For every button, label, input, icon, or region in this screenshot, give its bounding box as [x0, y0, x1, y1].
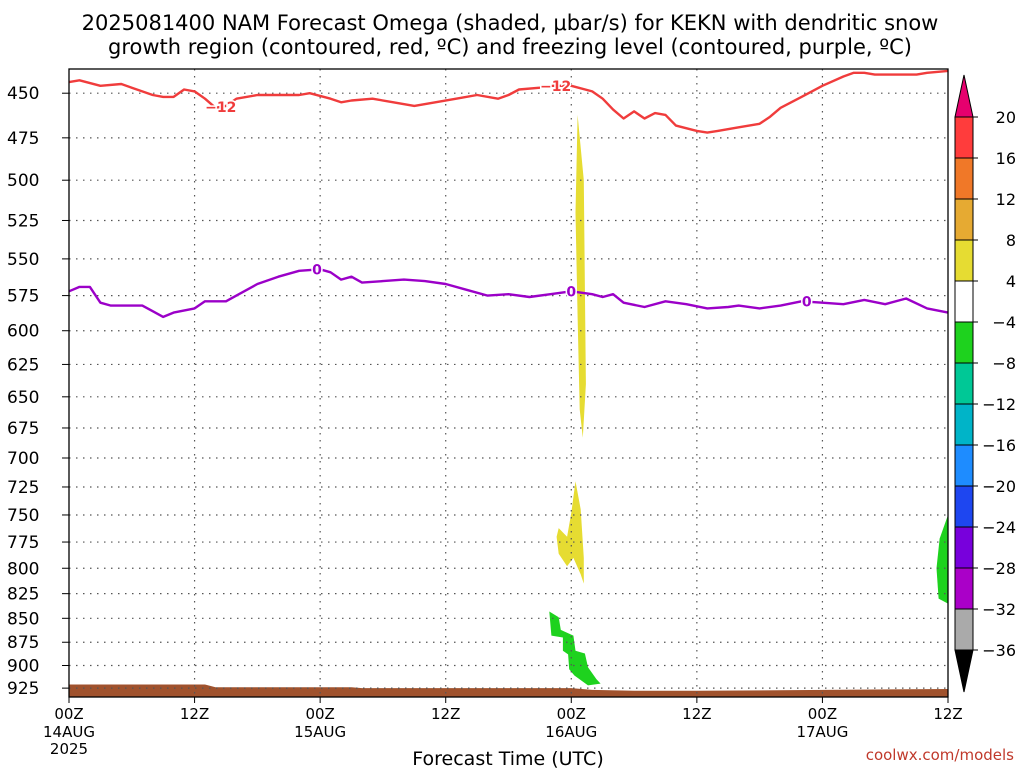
- contour-labels: −12 −12 0 0 0: [204, 77, 814, 312]
- y-tick-label: 925: [7, 679, 39, 699]
- x-tick-date: 16AUG: [545, 723, 597, 741]
- colorbar-swatch: [954, 444, 974, 487]
- ground-fill: [69, 684, 948, 697]
- y-axis-ticks: 450 475 500 525 550 575 600 625 650 675 700 725 750 7…: [7, 84, 69, 699]
- x-tick-label: 00Z: [557, 705, 586, 723]
- contour-lines: [68, 69, 949, 319]
- ground-area: [69, 684, 948, 697]
- colorbar-swatch: [954, 198, 974, 241]
- y-tick-label: 875: [7, 633, 39, 653]
- colorbar-swatch: [954, 485, 974, 528]
- colorbar-label: 16: [996, 149, 1016, 168]
- y-tick-label: 500: [7, 171, 39, 191]
- x-tick-date: 17AUG: [796, 723, 848, 741]
- grid-lines: [69, 69, 948, 697]
- colorbar-label: −12: [982, 395, 1016, 414]
- y-tick-label: 450: [7, 84, 39, 104]
- x-tick-label: 12Z: [431, 705, 460, 723]
- colorbar-swatch: [954, 403, 974, 446]
- x-tick-date: 15AUG: [294, 723, 346, 741]
- colorbar-bottom-arrow: [954, 649, 974, 693]
- y-tick-label: 600: [7, 322, 39, 342]
- chart-title-line1: 2025081400 NAM Forecast Omega (shaded, μ…: [82, 11, 939, 35]
- y-tick-label: 850: [7, 609, 39, 629]
- y-tick-label: 900: [7, 657, 39, 677]
- y-tick-label: 525: [7, 211, 39, 231]
- y-tick-label: 750: [7, 506, 39, 526]
- colorbar-swatch: [954, 526, 974, 569]
- y-tick-label: 675: [7, 419, 39, 439]
- colorbar-label: −32: [982, 600, 1016, 619]
- y-tick-label: 475: [7, 129, 39, 149]
- x-tick-label: 12Z: [933, 705, 962, 723]
- x-axis-label: Forecast Time (UTC): [412, 748, 603, 768]
- omega-region-1: [556, 481, 584, 584]
- contour-label: −12: [205, 100, 236, 116]
- colorbar-label: −28: [982, 559, 1016, 578]
- omega-region-3: [936, 515, 948, 604]
- colorbar-label: 8: [1006, 231, 1016, 250]
- chart-title-line2: growth region (contoured, red, ºC) and f…: [108, 35, 912, 59]
- colorbar-swatch: [954, 116, 974, 159]
- y-tick-label: 575: [7, 287, 39, 307]
- colorbar-label: −16: [982, 436, 1016, 455]
- colorbar-swatch: [954, 608, 974, 651]
- colorbar-label: 12: [996, 190, 1016, 209]
- x-tick-year: 2025: [50, 740, 88, 758]
- x-tick-label: 00Z: [305, 705, 334, 723]
- y-tick-label: 775: [7, 533, 39, 553]
- colorbar-label: −20: [982, 477, 1016, 496]
- colorbar-label: −4: [992, 313, 1016, 332]
- colorbar-swatch: [954, 280, 974, 323]
- colorbar-swatch: [954, 239, 974, 282]
- contour-line-0: [68, 69, 949, 134]
- omega-shaded-regions: [549, 114, 948, 686]
- y-tick-label: 700: [7, 449, 39, 469]
- colorbar: 20 16 12 8 4 −4 −8 −12 −16 −20 −24 −28 −32 −36: [954, 74, 1016, 693]
- contour-line-1: [68, 268, 949, 319]
- omega-region-2: [549, 611, 601, 686]
- plot-frame: [68, 68, 949, 698]
- y-tick-label: 650: [7, 388, 39, 408]
- colorbar-swatch: [954, 321, 974, 364]
- y-tick-label: 625: [7, 355, 39, 375]
- contour-label: 0: [312, 263, 322, 279]
- y-tick-label: 800: [7, 559, 39, 579]
- colorbar-label: −24: [982, 518, 1016, 537]
- colorbar-swatch: [954, 157, 974, 200]
- colorbar-label: 4: [1006, 272, 1016, 291]
- omega-region-0: [575, 114, 586, 438]
- contour-label: 0: [802, 295, 812, 311]
- x-tick-label: 00Z: [808, 705, 837, 723]
- colorbar-label: −36: [982, 641, 1016, 660]
- colorbar-label: 20: [996, 108, 1016, 127]
- colorbar-swatch: [954, 567, 974, 610]
- x-tick-label: 00Z: [54, 705, 83, 723]
- y-tick-label: 725: [7, 478, 39, 498]
- colorbar-top-arrow: [954, 74, 974, 118]
- y-tick-label: 550: [7, 250, 39, 270]
- credit-text: coolwx.com/models: [866, 746, 1014, 764]
- x-tick-label: 12Z: [682, 705, 711, 723]
- contour-label: −12: [540, 79, 571, 95]
- x-tick-date: 14AUG: [43, 723, 95, 741]
- colorbar-label: −8: [992, 354, 1016, 373]
- contour-label: 0: [566, 284, 576, 300]
- y-tick-label: 825: [7, 585, 39, 605]
- x-tick-label: 12Z: [180, 705, 209, 723]
- colorbar-swatch: [954, 362, 974, 405]
